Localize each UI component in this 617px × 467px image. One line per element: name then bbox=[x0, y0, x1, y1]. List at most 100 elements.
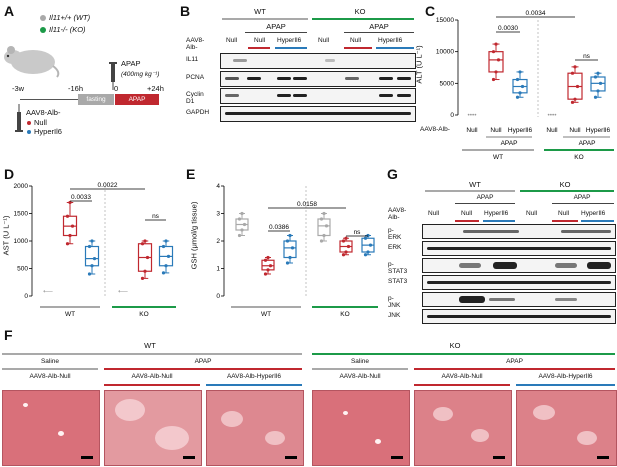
aav-label: AAV8-Alb- bbox=[26, 108, 61, 117]
apap-label: APAP bbox=[506, 358, 523, 365]
blot-p-jnk bbox=[422, 292, 616, 307]
data-point bbox=[268, 264, 273, 268]
hyper-bar bbox=[376, 47, 414, 49]
data-point bbox=[263, 258, 268, 262]
data-point bbox=[285, 261, 290, 265]
x-tick-label: HyperIl6 bbox=[586, 127, 611, 134]
apap-box: APAP bbox=[115, 94, 159, 105]
row-label: p-STAT3 bbox=[388, 261, 408, 275]
apap-header-1: APAP bbox=[476, 194, 494, 201]
data-point bbox=[143, 239, 147, 243]
data-point bbox=[496, 58, 501, 62]
y-tick-label: 1000 bbox=[14, 238, 29, 245]
mouse-icon bbox=[4, 46, 60, 78]
box bbox=[590, 76, 606, 92]
apap-line-2 bbox=[552, 203, 614, 204]
x-tick-label: Null bbox=[569, 127, 581, 134]
scale-bar bbox=[183, 456, 195, 459]
data-point bbox=[570, 71, 575, 75]
data-point bbox=[285, 239, 290, 243]
data-point bbox=[573, 65, 577, 69]
row-label: JNK bbox=[388, 312, 401, 319]
null-bar bbox=[248, 47, 270, 49]
panel-a: Il11+/+ (WT) Il11-/- (KO) -3w -16h 0 +24… bbox=[0, 0, 180, 165]
ko-bar bbox=[112, 306, 176, 308]
apap-header-2: APAP bbox=[369, 22, 389, 31]
data-point bbox=[266, 268, 270, 272]
hyper-bar bbox=[581, 220, 614, 222]
hyper-bar bbox=[516, 384, 615, 386]
img-label: AAV8-Alb-Null bbox=[131, 373, 173, 380]
data-point bbox=[593, 95, 598, 99]
data-point bbox=[87, 244, 92, 249]
blot-stat3 bbox=[422, 275, 616, 290]
img-label: AAV8-Alb-HyperIl6 bbox=[538, 373, 593, 380]
y-tick-label: 1 bbox=[216, 266, 220, 273]
ko-label: KO bbox=[139, 311, 148, 316]
p-value: 0.0386 bbox=[269, 224, 289, 231]
data-point bbox=[237, 217, 242, 221]
data-point bbox=[575, 84, 580, 89]
legend-wt: Il11+/+ (WT) bbox=[49, 13, 91, 22]
data-point bbox=[515, 77, 520, 82]
scale-bar bbox=[597, 456, 609, 459]
blot-pcna bbox=[220, 71, 416, 87]
wt-label: WT bbox=[493, 154, 503, 161]
wt-bar bbox=[40, 306, 100, 308]
data-point bbox=[65, 242, 70, 246]
data-point bbox=[322, 233, 326, 238]
img-label: AAV8-Alb-HyperIl6 bbox=[226, 373, 282, 380]
scale-bar bbox=[285, 456, 297, 459]
col-label: Null bbox=[558, 210, 570, 217]
data-point bbox=[366, 250, 370, 254]
ko-header: KO bbox=[559, 180, 571, 189]
col-label: Null bbox=[526, 210, 538, 217]
data-point bbox=[341, 239, 346, 243]
null-bar bbox=[344, 47, 372, 49]
panel-e: GSH (μmol/g tissue) 0 1 2 3 4 0.0386 0.0158 ns W… bbox=[186, 166, 386, 316]
col-label: HyperIl6 bbox=[277, 37, 302, 44]
data-point bbox=[164, 239, 168, 243]
col-label: Null bbox=[254, 37, 266, 44]
row-label: PCNA bbox=[186, 74, 205, 81]
null-bar bbox=[414, 384, 510, 386]
hyper-label: HyperIl6 bbox=[34, 127, 62, 136]
y-tick-label: 15000 bbox=[436, 17, 454, 24]
col-label: Null bbox=[461, 210, 473, 217]
data-point bbox=[65, 214, 70, 218]
ko-bar bbox=[520, 190, 614, 192]
data-point bbox=[593, 75, 598, 79]
p-value: 0.0158 bbox=[297, 201, 317, 208]
col-label: Null bbox=[226, 37, 238, 44]
data-point bbox=[240, 228, 244, 232]
timeline-line bbox=[20, 99, 78, 100]
ko-bar bbox=[312, 18, 414, 20]
data-point bbox=[346, 244, 351, 249]
panel-label-d: D bbox=[4, 166, 15, 182]
null-bar bbox=[455, 220, 479, 222]
data-point bbox=[363, 253, 368, 257]
legend-ko: Il11-/- (KO) bbox=[49, 25, 86, 34]
apap-line-1 bbox=[455, 203, 515, 204]
box bbox=[84, 245, 100, 267]
apap-bar bbox=[104, 368, 302, 370]
wt-header: WT bbox=[144, 341, 156, 350]
apap-line-2 bbox=[344, 32, 414, 33]
blot-gapdh bbox=[220, 106, 416, 122]
data-point bbox=[166, 254, 171, 258]
data-point bbox=[322, 211, 326, 216]
null-placeholder: •••• bbox=[547, 112, 557, 119]
panel-label-a: A bbox=[4, 3, 15, 19]
wt-bar bbox=[231, 306, 301, 308]
aav-label: AAV8-Alb- bbox=[420, 126, 450, 133]
null-bar bbox=[104, 384, 200, 386]
data-point bbox=[324, 224, 329, 228]
aav-label: AAV8-Alb- bbox=[388, 207, 407, 221]
data-point bbox=[288, 233, 292, 238]
data-point bbox=[68, 200, 72, 205]
scale-bar bbox=[81, 456, 93, 459]
scale-bar bbox=[493, 456, 505, 459]
data-point bbox=[140, 242, 145, 246]
y-tick-label: 1500 bbox=[14, 211, 29, 218]
panel-label-f: F bbox=[4, 327, 13, 343]
